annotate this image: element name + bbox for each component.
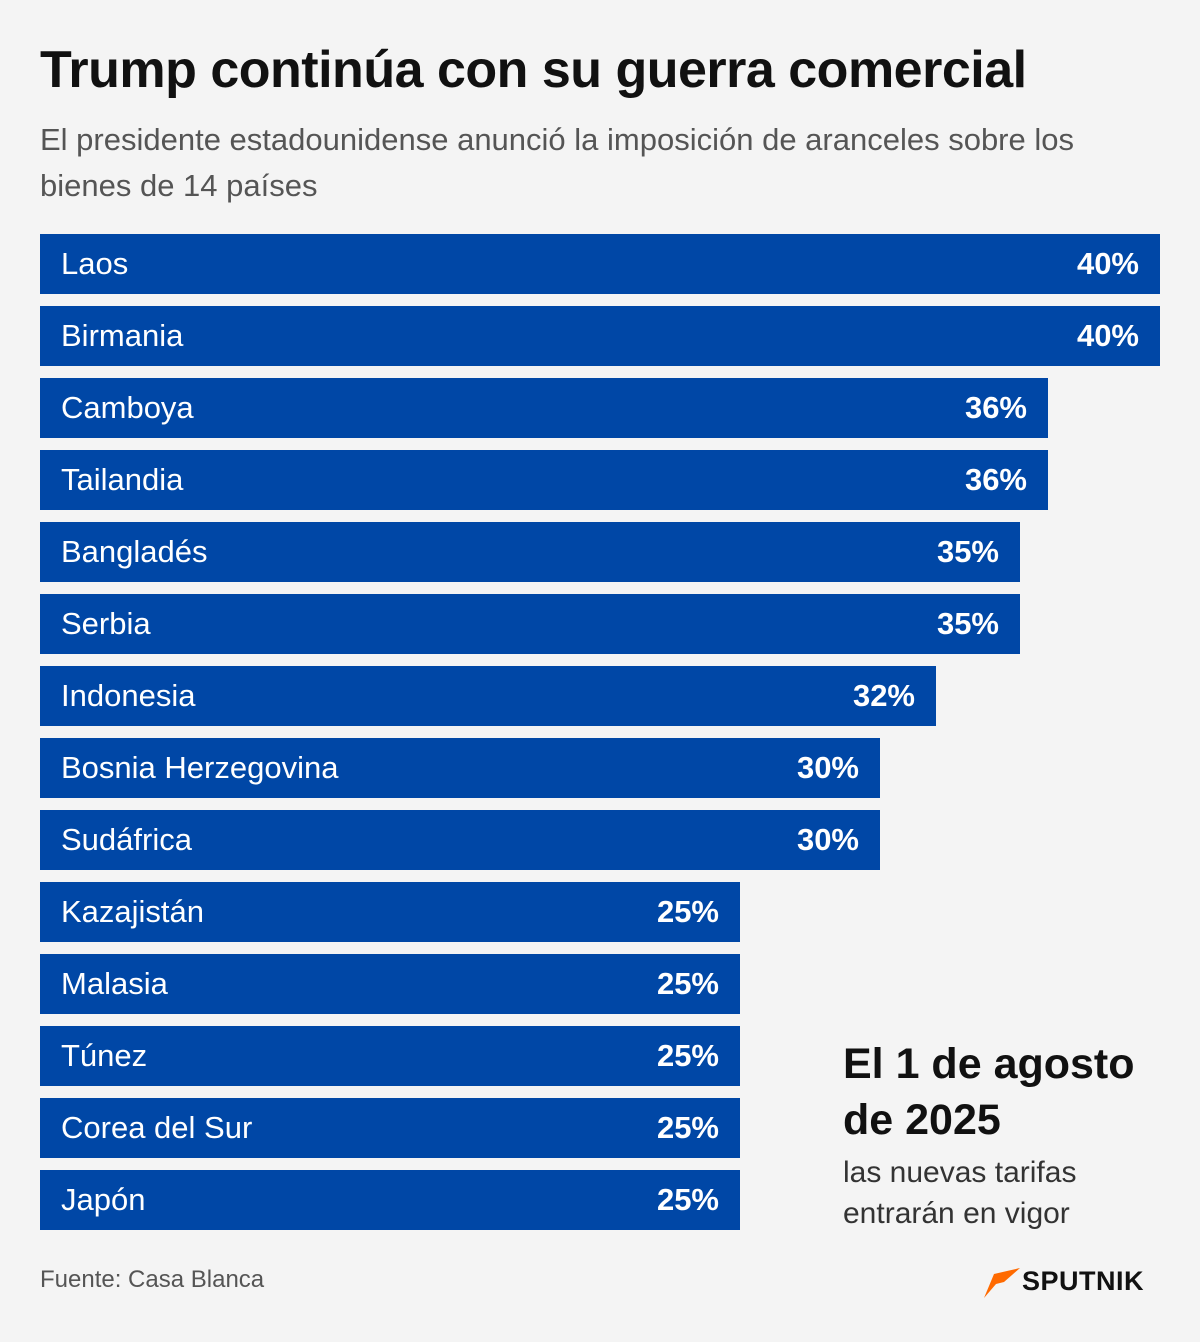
bar-value-label: 25% — [656, 1038, 719, 1073]
bar-category-label: Bosnia Herzegovina — [61, 750, 339, 785]
bar-category-label: Laos — [61, 246, 129, 281]
chart-title: Trump continúa con su guerra comercial — [40, 41, 1027, 99]
bar-value-label: 40% — [1076, 246, 1139, 281]
effective-date-note: El 1 de agosto de 2025 las nuevas tarifa… — [843, 1036, 1173, 1234]
bar-category-label: Bangladés — [61, 534, 208, 569]
bar-value-label: 36% — [964, 390, 1027, 425]
bar-corea-del-sur: Corea del Sur 25% — [40, 1098, 740, 1158]
bar-category-label: Birmania — [61, 318, 184, 353]
bar-t-nez: Túnez 25% — [40, 1026, 740, 1086]
bar-category-label: Camboya — [61, 390, 194, 425]
brand-name: SPUTNIK — [1022, 1266, 1145, 1296]
bar-laos: Laos 40% — [40, 234, 1160, 294]
bar-category-label: Corea del Sur — [61, 1110, 253, 1145]
bar-value-label: 25% — [656, 1110, 719, 1145]
bar-category-label: Indonesia — [61, 678, 196, 713]
bar-value-label: 25% — [656, 1182, 719, 1217]
bar-category-label: Tailandia — [61, 462, 184, 497]
effective-date-text: las nuevas tarifas entrarán en vigor — [843, 1156, 1077, 1230]
bar-category-label: Malasia — [61, 966, 168, 1001]
bar-malasia: Malasia 25% — [40, 954, 740, 1014]
bar-birmania: Birmania 40% — [40, 306, 1160, 366]
bar-chart: Laos 40% Birmania 40% Camboya 36% Tailandia 36%… — [40, 234, 1160, 1234]
bar-serbia: Serbia 35% — [40, 594, 1020, 654]
bar-category-label: Japón — [61, 1182, 146, 1217]
bar-banglad-s: Bangladés 35% — [40, 522, 1020, 582]
bar-category-label: Túnez — [61, 1038, 148, 1073]
bar-category-label: Kazajistán — [61, 894, 205, 929]
bar-kazajist-n: Kazajistán 25% — [40, 882, 740, 942]
bar-value-label: 30% — [796, 750, 859, 785]
bar-bosnia-herzegovina: Bosnia Herzegovina 30% — [40, 738, 880, 798]
chart-subtitle: El presidente estadounidense anunció la … — [40, 122, 1074, 203]
bar-value-label: 25% — [656, 966, 719, 1001]
bar-value-label: 36% — [964, 462, 1027, 497]
bar-camboya: Camboya 36% — [40, 378, 1048, 438]
brand-logo: SPUTNIK — [982, 1262, 1172, 1302]
bar-value-label: 40% — [1076, 318, 1139, 353]
source-note: Fuente: Casa Blanca — [40, 1266, 265, 1293]
bar-value-label: 32% — [852, 678, 915, 713]
bar-value-label: 25% — [656, 894, 719, 929]
bar-indonesia: Indonesia 32% — [40, 666, 936, 726]
bar-category-label: Sudáfrica — [61, 822, 192, 857]
effective-date-title: El 1 de agosto de 2025 — [843, 1040, 1135, 1144]
sputnik-logo-icon — [984, 1268, 1020, 1298]
bar-value-label: 35% — [936, 606, 999, 641]
bar-value-label: 35% — [936, 534, 999, 569]
bar-tailandia: Tailandia 36% — [40, 450, 1048, 510]
bar-value-label: 30% — [796, 822, 859, 857]
bar-sud-frica: Sudáfrica 30% — [40, 810, 880, 870]
bar-category-label: Serbia — [61, 606, 151, 641]
bar-jap-n: Japón 25% — [40, 1170, 740, 1230]
